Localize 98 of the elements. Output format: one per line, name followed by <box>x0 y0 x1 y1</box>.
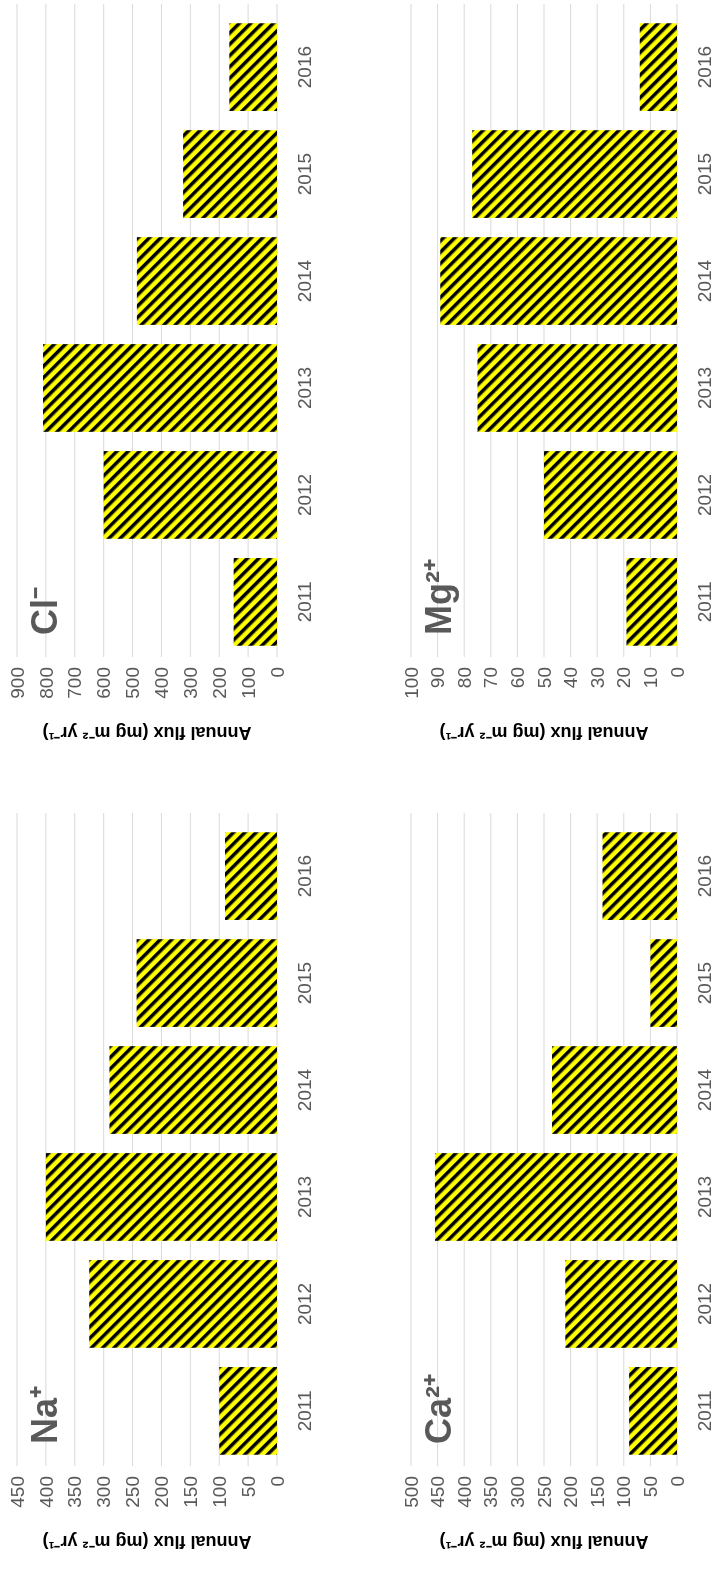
x-tick-label: 150 <box>586 1476 608 1508</box>
x-tick-label: 50 <box>237 1476 259 1498</box>
y-tick-label: 2016 <box>694 45 715 89</box>
x-tick-label: 100 <box>613 1476 635 1508</box>
bar <box>183 130 277 218</box>
bar <box>650 939 677 1027</box>
bar <box>565 1260 677 1348</box>
x-tick-label: 250 <box>122 1476 144 1508</box>
bar <box>639 23 677 111</box>
bar <box>544 451 677 539</box>
bar <box>233 558 277 646</box>
bar <box>229 23 277 111</box>
x-tick-label: 800 <box>35 667 57 699</box>
bar <box>434 1153 677 1241</box>
x-tick-label: 400 <box>35 1476 57 1508</box>
y-tick-label: 2011 <box>294 1390 315 1432</box>
text: Ca²⁺ <box>418 1373 459 1444</box>
x-tick-label: 200 <box>208 667 230 699</box>
x-tick-label: 100 <box>237 667 259 699</box>
bar <box>477 344 677 432</box>
y-tick-label: 2014 <box>294 1068 315 1112</box>
x-tick-label: 300 <box>179 667 201 699</box>
text: Mg²⁺ <box>418 559 459 635</box>
x-tick-label: 350 <box>64 1476 86 1508</box>
x-tick-label: 60 <box>507 667 529 689</box>
bar <box>136 939 277 1027</box>
y-tick-label: 2015 <box>694 961 715 1005</box>
y-tick-label: 2013 <box>294 366 315 410</box>
x-tick-label: 600 <box>93 667 115 699</box>
y-tick-label: 2011 <box>694 1390 715 1432</box>
x-tick-label: 0 <box>666 667 688 678</box>
x-tick-label: 10 <box>640 667 662 689</box>
x-tick-label: 40 <box>560 667 582 689</box>
bar <box>440 237 677 325</box>
bar <box>551 1046 677 1134</box>
x-tick-label: 80 <box>453 667 475 689</box>
x-tick-label: 0 <box>666 1476 688 1487</box>
y-tick-label: 2016 <box>294 854 315 898</box>
y-tick-label: 2015 <box>294 961 315 1005</box>
y-tick-label: 2016 <box>294 45 315 89</box>
x-tick-label: 150 <box>179 1476 201 1508</box>
x-tick-label: 450 <box>6 1476 28 1508</box>
x-tick-label: 100 <box>400 667 422 699</box>
x-tick-label: 500 <box>122 667 144 699</box>
x-tick-label: 0 <box>266 1476 288 1487</box>
bar <box>103 451 277 539</box>
x-tick-label: 900 <box>6 667 28 699</box>
x-tick-label: 100 <box>208 1476 230 1508</box>
y-tick-label: 2011 <box>294 581 315 623</box>
y-tick-label: 2013 <box>694 366 715 410</box>
y-tick-label: 2011 <box>694 581 715 623</box>
y-tick-label: 2012 <box>694 473 715 517</box>
bar <box>45 1153 277 1241</box>
x-axis-title: Annual flux (mg m⁻² yr⁻¹) <box>439 1532 649 1552</box>
bar <box>602 832 677 920</box>
x-tick-label: 300 <box>507 1476 529 1508</box>
x-axis-title: Annual flux (mg m⁻² yr⁻¹) <box>439 723 649 743</box>
bar <box>109 1046 277 1134</box>
y-tick-label: 2012 <box>294 1282 315 1326</box>
x-axis-title: Annual flux (mg m⁻² yr⁻¹) <box>42 723 252 743</box>
x-tick-label: 500 <box>400 1476 422 1508</box>
x-tick-label: 350 <box>480 1476 502 1508</box>
x-tick-label: 30 <box>586 667 608 689</box>
bar <box>472 130 677 218</box>
bar <box>225 832 277 920</box>
x-tick-label: 200 <box>151 1476 173 1508</box>
text: Na⁺ <box>24 1385 65 1444</box>
x-tick-label: 700 <box>64 667 86 699</box>
bar <box>219 1367 277 1455</box>
y-tick-label: 2012 <box>294 473 315 517</box>
x-tick-label: 20 <box>613 667 635 689</box>
y-tick-label: 2014 <box>294 259 315 303</box>
bar <box>629 1367 677 1455</box>
x-tick-label: 450 <box>427 1476 449 1508</box>
y-tick-label: 2013 <box>294 1175 315 1219</box>
x-tick-label: 300 <box>93 1476 115 1508</box>
x-tick-label: 50 <box>640 1476 662 1498</box>
x-tick-label: 70 <box>480 667 502 689</box>
text: Cl⁻ <box>24 587 65 635</box>
y-tick-label: 2014 <box>694 1068 715 1112</box>
x-tick-label: 250 <box>533 1476 555 1508</box>
bar <box>626 558 677 646</box>
y-tick-label: 2014 <box>694 259 715 303</box>
x-tick-label: 0 <box>266 667 288 678</box>
x-tick-label: 200 <box>560 1476 582 1508</box>
x-axis-title: Annual flux (mg m⁻² yr⁻¹) <box>42 1532 252 1552</box>
bar <box>89 1260 277 1348</box>
x-tick-label: 400 <box>453 1476 475 1508</box>
y-tick-label: 2012 <box>694 1282 715 1326</box>
y-tick-label: 2015 <box>694 152 715 196</box>
x-tick-label: 50 <box>533 667 555 689</box>
y-tick-label: 2013 <box>694 1175 715 1219</box>
bar <box>136 237 277 325</box>
x-tick-label: 90 <box>427 667 449 689</box>
y-tick-label: 2015 <box>294 152 315 196</box>
y-tick-label: 2016 <box>694 854 715 898</box>
x-tick-label: 400 <box>151 667 173 699</box>
bar <box>43 344 277 432</box>
